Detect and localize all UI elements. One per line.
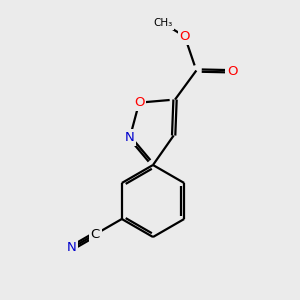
Text: N: N [125, 131, 135, 144]
Text: O: O [179, 30, 190, 43]
Text: CH₃: CH₃ [154, 18, 173, 28]
Text: O: O [134, 96, 144, 109]
Text: O: O [227, 65, 238, 78]
Text: N: N [67, 241, 77, 254]
Text: C: C [91, 228, 100, 241]
